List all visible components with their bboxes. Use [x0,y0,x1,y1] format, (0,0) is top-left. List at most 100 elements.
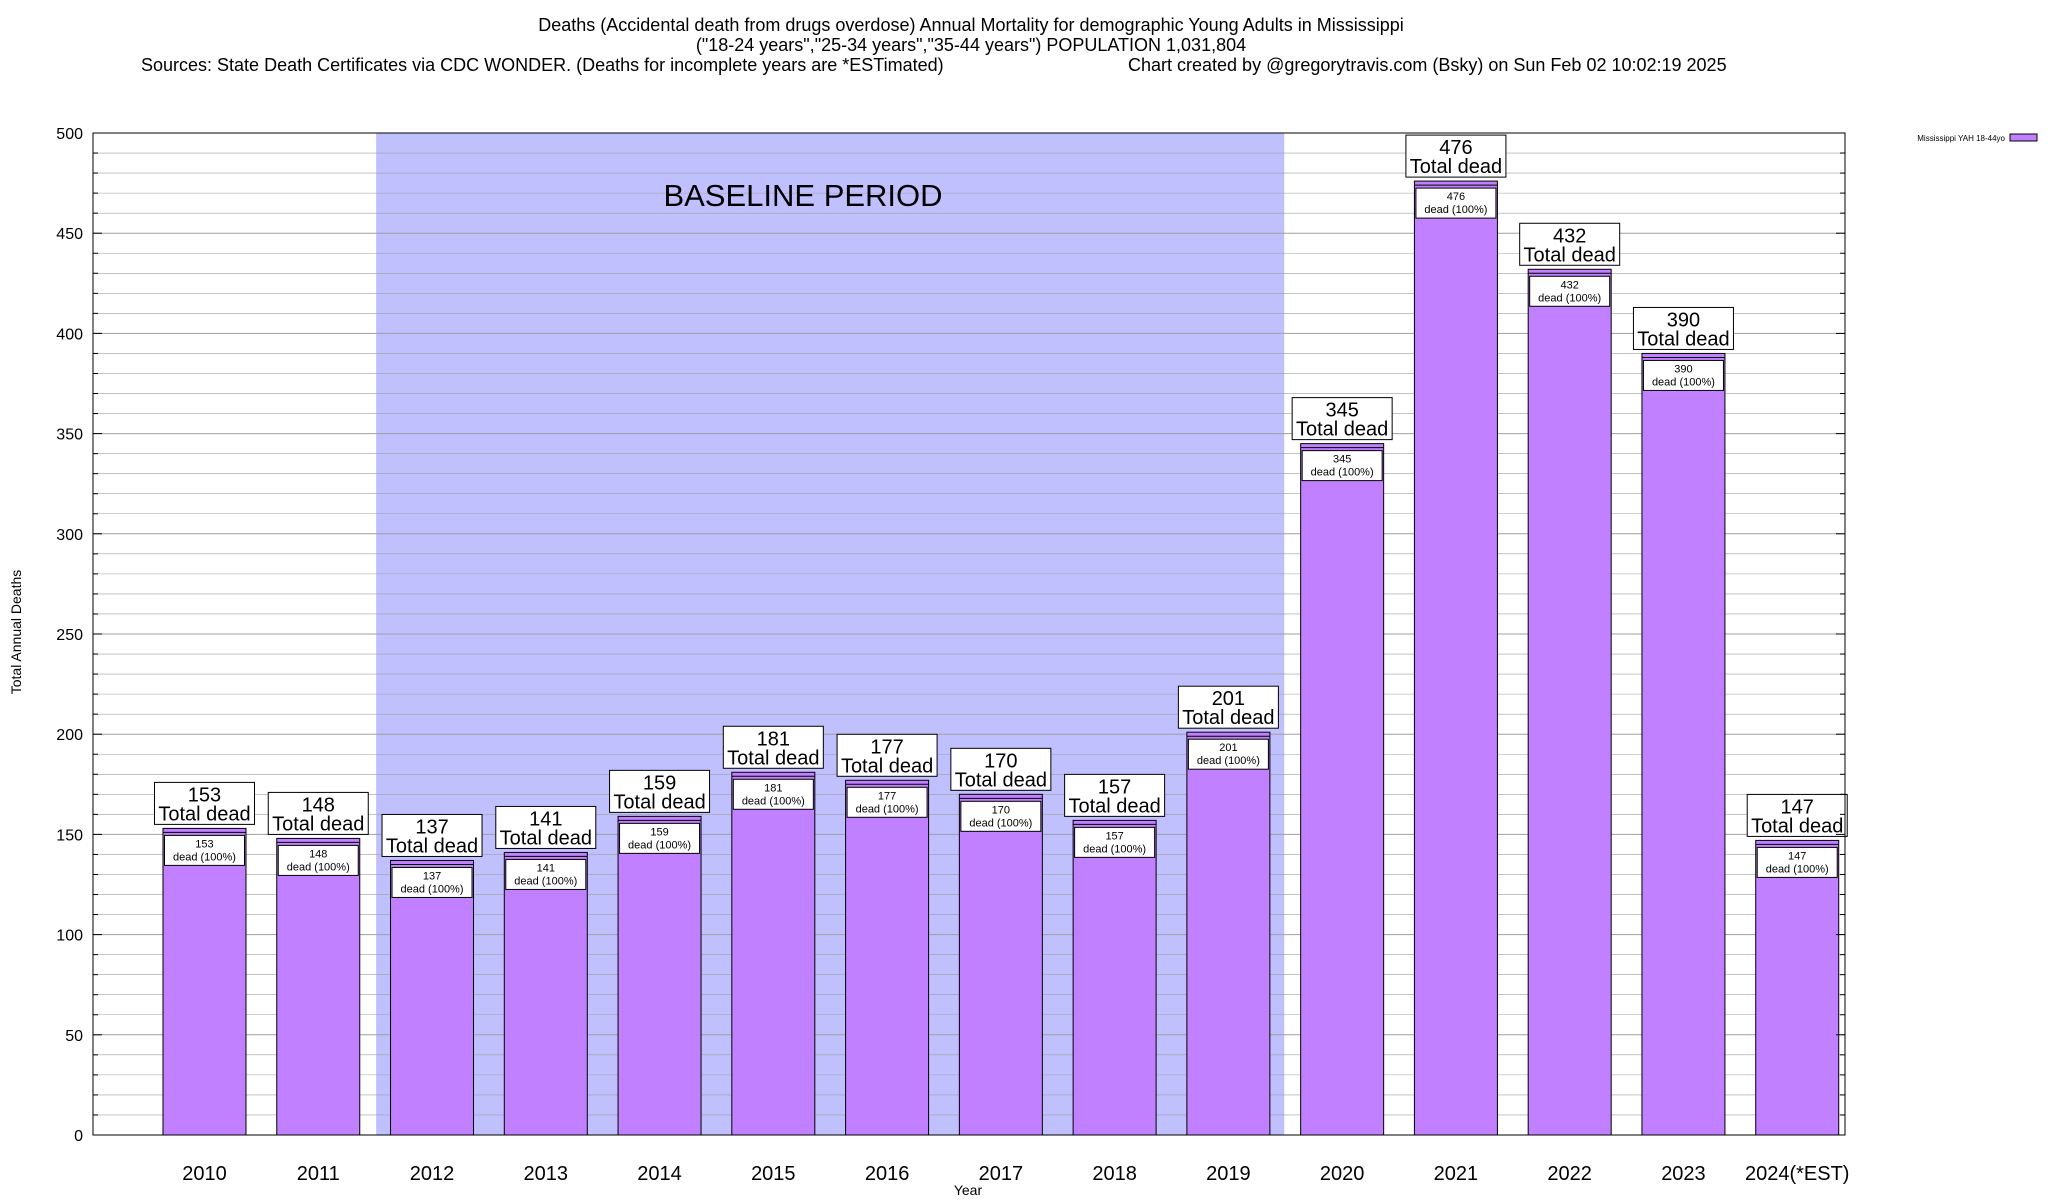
inner-label-box [505,858,587,890]
total-dead-label: Total dead [1182,707,1274,729]
total-value-label: 181 [757,728,790,750]
total-label-box [381,813,483,857]
inner-percent-label: dead (100%) [1197,755,1260,767]
inner-value-label: 390 [1674,363,1692,375]
total-label-box [495,805,597,849]
x-tick-label-2021: 2021 [1434,1163,1479,1185]
x-tick-label-2015: 2015 [751,1163,796,1185]
total-value-label: 432 [1553,225,1586,247]
total-value-label: 141 [529,808,562,830]
bar-2024(*EST) [1755,839,1840,1136]
bar-2016 [845,779,930,1136]
y-tick-label: 150 [56,827,83,844]
total-value-label: 157 [1098,776,1131,798]
baseline-period-label: BASELINE PERIOD [663,178,942,213]
total-dead-label: Total dead [158,803,250,825]
total-label-box [267,791,369,835]
total-label-box [1405,134,1507,178]
x-tick-label-2010: 2010 [182,1163,227,1185]
total-value-label: 345 [1325,400,1358,422]
bar-2023 [1641,352,1726,1136]
total-dead-label: Total dead [1296,419,1388,441]
x-tick-label-2024(*EST): 2024(*EST) [1745,1163,1850,1185]
bar-2021 [1413,180,1498,1136]
total-label-box [609,769,711,813]
total-dead-label: Total dead [613,791,705,813]
x-tick-label-2016: 2016 [865,1163,910,1185]
total-label-box [1632,306,1734,350]
y-tick-label: 450 [56,226,83,243]
total-dead-label: Total dead [1410,156,1502,178]
inner-label-box [1074,826,1156,858]
total-value-label: 476 [1439,137,1472,159]
legend-swatch [2009,133,2038,142]
bar-2014 [617,815,702,1136]
total-dead-label: Total dead [386,835,478,857]
inner-label-box [1756,846,1838,878]
y-tick-label: 300 [56,527,83,544]
inner-percent-label: dead (100%) [1766,863,1829,875]
inner-label-box [732,778,814,810]
y-tick-label: 500 [56,126,83,143]
y-tick-label: 100 [56,928,83,945]
bar-2015 [731,771,816,1136]
inner-value-label: 147 [1788,850,1806,862]
inner-percent-label: dead (100%) [514,875,577,887]
total-value-label: 148 [302,794,335,816]
total-label-box [722,725,824,769]
inner-percent-label: dead (100%) [173,851,236,863]
bar-2019 [1186,731,1271,1136]
total-dead-label: Total dead [955,769,1047,791]
inner-label-box [1642,359,1724,391]
bar-2017 [958,793,1043,1136]
inner-value-label: 157 [1105,830,1123,842]
total-value-label: 170 [984,750,1017,772]
inner-percent-label: dead (100%) [969,817,1032,829]
inner-value-label: 432 [1561,279,1579,291]
y-axis-label: Total Annual Deaths [8,570,24,695]
x-tick-label-2013: 2013 [524,1163,569,1185]
y-tick-label: 350 [56,427,83,444]
total-dead-label: Total dead [1751,815,1843,837]
total-value-label: 201 [1212,688,1245,710]
bar-2011 [276,837,361,1136]
y-tick-label: 50 [65,1028,83,1045]
bar-2022 [1527,268,1612,1136]
bar-2010 [162,827,247,1136]
inner-value-label: 141 [537,862,555,874]
bar-2020 [1300,443,1385,1136]
inner-label-box [619,822,701,854]
inner-label-box [391,866,473,898]
inner-value-label: 153 [195,838,213,850]
inner-percent-label: dead (100%) [1083,843,1146,855]
x-tick-label-2011: 2011 [297,1163,340,1185]
y-tick-label: 250 [56,627,83,644]
legend-entry-label: Mississippi YAH 18-44yo [1917,134,2005,143]
total-dead-label: Total dead [1524,244,1616,266]
total-label-box [1064,773,1166,817]
chart-title-line-2: ("18-24 years","25-34 years","35-44 year… [696,35,1246,55]
inner-value-label: 170 [992,804,1010,816]
inner-percent-label: dead (100%) [628,839,691,851]
y-tick-label: 0 [74,1128,83,1145]
inner-label-box [1529,275,1611,307]
inner-percent-label: dead (100%) [287,861,350,873]
inner-label-box [163,834,245,866]
chart-title-line-1: Deaths (Accidental death from drugs over… [538,15,1403,35]
total-value-label: 137 [415,816,448,838]
total-value-label: 159 [643,772,676,794]
total-label-box [1519,222,1621,266]
inner-value-label: 345 [1333,454,1351,466]
inner-value-label: 137 [423,870,441,882]
inner-value-label: 201 [1219,742,1237,754]
total-label-box [836,733,938,777]
total-label-box [153,781,255,825]
total-label-box [1291,397,1393,441]
total-dead-label: Total dead [1068,795,1160,817]
total-dead-label: Total dead [1637,328,1729,350]
total-dead-label: Total dead [500,827,592,849]
x-tick-label-2020: 2020 [1320,1163,1365,1185]
x-tick-label-2012: 2012 [410,1163,455,1185]
inner-label-box [846,786,928,818]
